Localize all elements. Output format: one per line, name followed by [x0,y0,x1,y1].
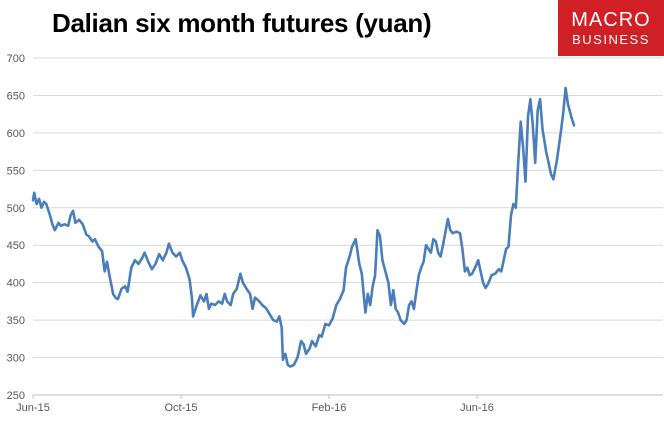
x-tick-label: Jun-15 [16,402,50,414]
series-group [31,86,576,368]
y-tick-label: 650 [7,90,25,102]
y-tick-label: 250 [7,390,25,402]
gridlines [33,57,663,396]
y-axis-ticks: 250 300 350 400 450 500 550 600 650 700 [7,53,25,402]
x-tick-label: Jun-16 [460,402,494,414]
macro-business-logo: MACRO BUSINESS [558,0,664,56]
x-tick-label: Feb-16 [312,402,347,414]
y-tick-label: 300 [7,353,25,365]
price-series-line [31,86,576,368]
y-tick-label: 700 [7,53,25,65]
logo-line-1: MACRO [571,8,651,31]
x-axis-ticks: Jun-15 Oct-15 Feb-16 Jun-16 [16,395,494,414]
y-tick-label: 600 [7,128,25,140]
logo-line-2: BUSINESS [572,31,650,47]
chart-title: Dalian six month futures (yuan) [52,8,432,38]
y-tick-label: 500 [7,203,25,215]
y-tick-label: 350 [7,315,25,327]
y-tick-label: 450 [7,240,25,252]
y-tick-label: 550 [7,165,25,177]
x-tick-label: Oct-15 [164,402,197,414]
y-tick-label: 400 [7,278,25,290]
